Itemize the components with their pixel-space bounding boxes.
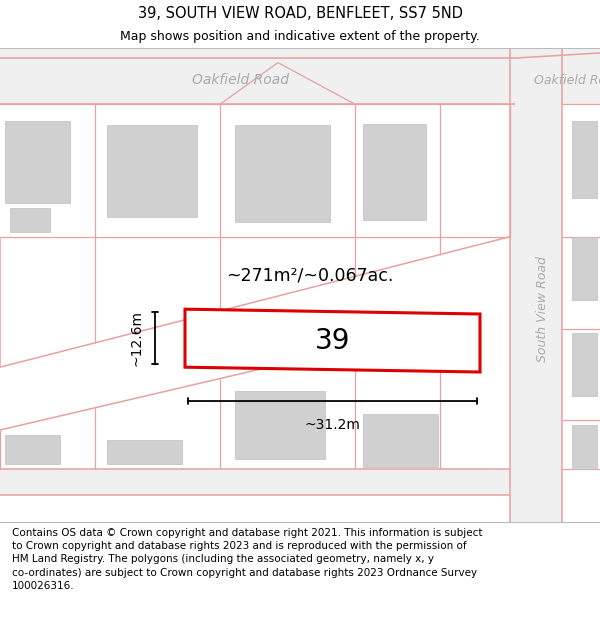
Bar [5, 435, 60, 464]
Bar [107, 440, 182, 464]
Text: ~12.6m: ~12.6m [129, 310, 143, 366]
Bar [572, 237, 597, 299]
Bar [10, 208, 50, 232]
Text: Oakfield Road: Oakfield Road [534, 74, 600, 86]
Text: Oakfield Road: Oakfield Road [191, 73, 289, 87]
Bar [572, 121, 597, 198]
Text: Contains OS data © Crown copyright and database right 2021. This information is : Contains OS data © Crown copyright and d… [12, 528, 482, 591]
Text: ~31.2m: ~31.2m [305, 418, 361, 432]
Polygon shape [185, 309, 480, 372]
Bar [510, 48, 562, 522]
Text: 39, SOUTH VIEW ROAD, BENFLEET, SS7 5ND: 39, SOUTH VIEW ROAD, BENFLEET, SS7 5ND [137, 6, 463, 21]
Bar [363, 414, 438, 467]
Text: 39: 39 [315, 327, 350, 354]
Bar [235, 126, 330, 222]
Bar [107, 126, 197, 218]
Text: ~271m²/~0.067ac.: ~271m²/~0.067ac. [226, 266, 394, 284]
Text: South View Road: South View Road [536, 256, 550, 362]
Text: Map shows position and indicative extent of the property.: Map shows position and indicative extent… [120, 29, 480, 42]
Bar [572, 425, 597, 469]
Bar [5, 121, 70, 203]
Bar [0, 48, 600, 104]
Bar [0, 469, 510, 495]
Bar [235, 391, 325, 459]
Bar [363, 124, 426, 220]
Bar [572, 333, 597, 396]
